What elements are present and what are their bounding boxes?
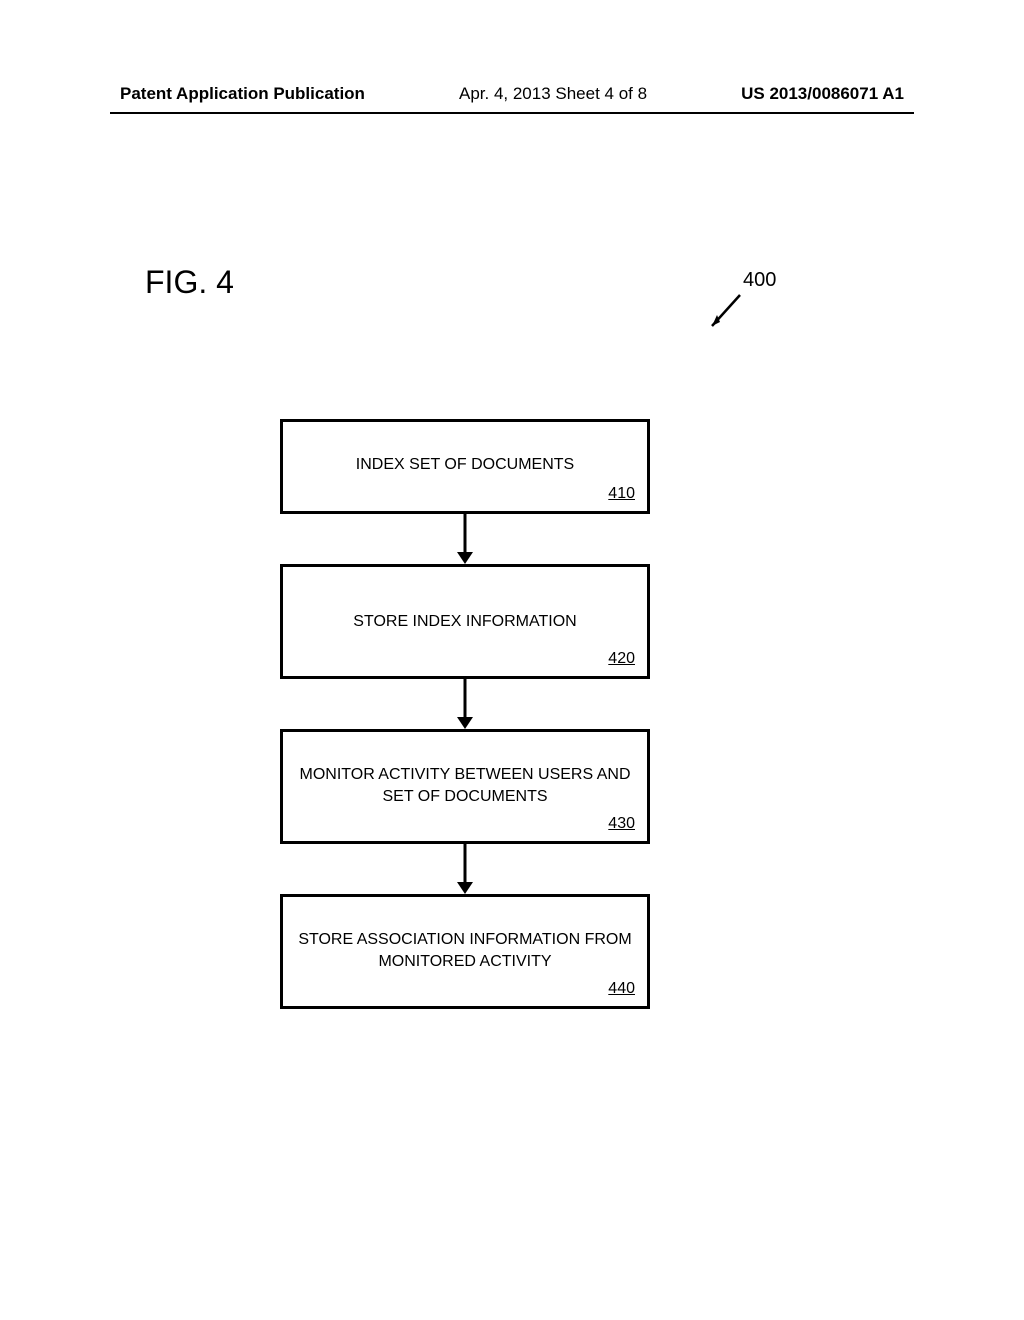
reference-arrow: [700, 290, 745, 340]
flow-box-number: 440: [608, 978, 635, 1000]
flow-box-text: STORE INDEX INFORMATION: [293, 579, 637, 641]
header-right: US 2013/0086071 A1: [741, 84, 904, 104]
header-divider: [110, 112, 914, 114]
flow-box-430: MONITOR ACTIVITY BETWEEN USERS AND SET O…: [280, 729, 650, 844]
flowchart: INDEX SET OF DOCUMENTS 410 STORE INDEX I…: [280, 419, 650, 1009]
flow-box-410: INDEX SET OF DOCUMENTS 410: [280, 419, 650, 514]
flow-box-text: INDEX SET OF DOCUMENTS: [293, 434, 637, 484]
flow-box-number: 430: [608, 813, 635, 835]
header-left: Patent Application Publication: [120, 84, 365, 104]
header-center: Apr. 4, 2013 Sheet 4 of 8: [459, 84, 647, 104]
page-header: Patent Application Publication Apr. 4, 2…: [0, 84, 1024, 104]
flow-box-440: STORE ASSOCIATION INFORMATION FROM MONIT…: [280, 894, 650, 1009]
flow-box-number: 410: [608, 483, 635, 505]
arrow-connector: [280, 514, 650, 564]
flow-box-420: STORE INDEX INFORMATION 420: [280, 564, 650, 679]
arrow-connector: [280, 679, 650, 729]
flow-box-text: STORE ASSOCIATION INFORMATION FROM MONIT…: [293, 909, 637, 976]
flow-box-number: 420: [608, 648, 635, 670]
arrow-connector: [280, 844, 650, 894]
reference-number: 400: [743, 269, 776, 292]
flow-box-text: MONITOR ACTIVITY BETWEEN USERS AND SET O…: [293, 744, 637, 811]
figure-label: FIG. 4: [145, 264, 234, 301]
